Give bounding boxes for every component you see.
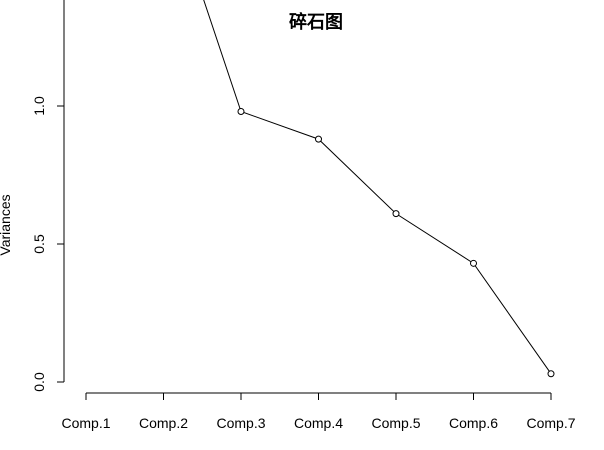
x-tick-label: Comp.7 [526,415,575,431]
x-tick-label: Comp.1 [61,415,110,431]
y-tick-label: 1.0 [31,96,47,116]
data-point [392,210,400,218]
x-tick-label: Comp.6 [449,415,498,431]
chart-title: 碎石图 [289,11,343,33]
data-point [315,135,322,143]
series-line [203,0,555,378]
data-point [237,108,245,116]
series-polyline [203,0,552,375]
y-tick-label: 0.5 [31,234,47,254]
y-axis-title: Variances [0,194,13,255]
x-tick-label: Comp.5 [371,415,420,431]
x-tick-label: Comp.4 [294,415,343,431]
data-point [547,370,555,378]
x-tick-label: Comp.3 [216,415,265,431]
axes: 0.00.51.01.52.0Comp.1Comp.2Comp.3Comp.4C… [31,0,576,431]
data-point [470,259,477,267]
x-tick-label: Comp.2 [139,415,188,431]
y-tick-label: 0.0 [31,372,47,392]
